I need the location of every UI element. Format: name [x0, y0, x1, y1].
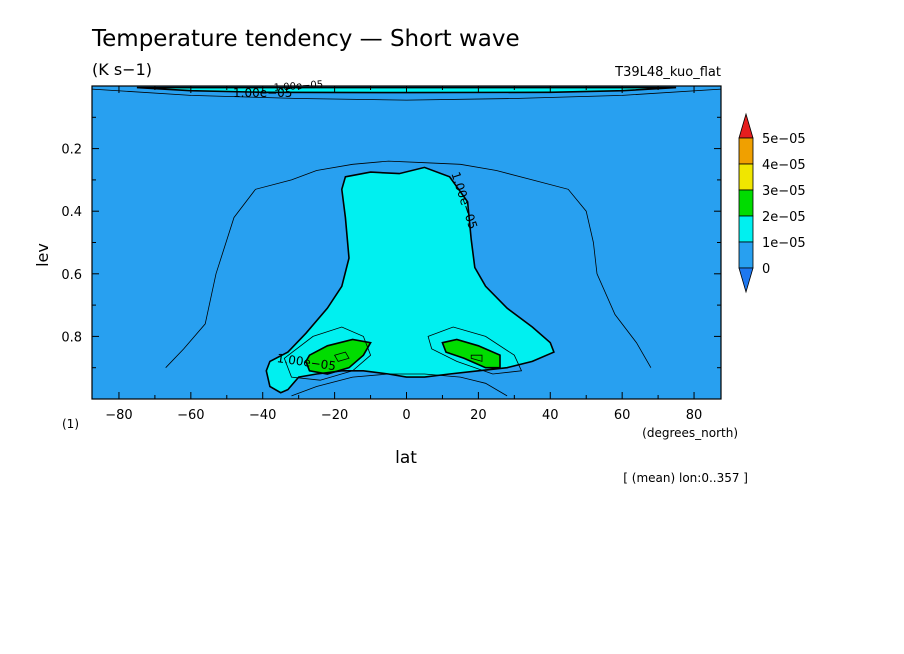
x-tick-label: −60	[177, 408, 204, 423]
contour-small-north	[470, 354, 483, 362]
colorbar-label: 1e−05	[762, 236, 806, 251]
region-band-2e-05-3e-05-south	[305, 339, 371, 374]
colorbar-arrow-bottom	[738, 267, 754, 294]
y-axis-label: lev	[33, 243, 52, 267]
axes: −80 −60 −40 −20 0 20 40 60 80 0.2 0.4 0.6 0.8	[61, 85, 722, 423]
x-tick-label: −40	[249, 408, 276, 423]
units-label: (K s−1)	[92, 60, 152, 79]
x-axis-label: lat	[395, 448, 417, 468]
contour-inner-south	[283, 326, 372, 381]
colorbar-label: 0	[762, 262, 770, 277]
contour-small-south	[333, 351, 350, 362]
run-label: T39L48_kuo_flat	[614, 65, 721, 80]
mean-note: [ (mean) lon:0..357 ]	[623, 471, 748, 485]
colorbar-label: 3e−05	[762, 184, 806, 199]
colorbar-label: 5e−05	[762, 132, 806, 147]
colorbar-label: 4e−05	[762, 158, 806, 173]
y-tick-label: 0.2	[61, 143, 82, 158]
x-tick-label: 80	[686, 408, 703, 423]
x-tick-label: 60	[614, 408, 631, 423]
x-tick-label: 0	[402, 408, 410, 423]
contour-edge-band-2e-05-3e-05-north	[441, 338, 501, 369]
colorbar-arrow-top	[738, 112, 754, 139]
colorbar-swatch	[738, 137, 754, 165]
y-tick-label: 0.6	[61, 268, 82, 283]
region-band-1e-05-2e-05-core	[266, 167, 554, 393]
colorbar-swatch	[738, 189, 754, 217]
x-tick-label: 40	[542, 408, 559, 423]
x-axis-units: (degrees_north)	[642, 426, 738, 440]
colorbar-swatch	[738, 163, 754, 191]
contour-inner-north	[427, 326, 523, 375]
contour-edge-band-1e-05-2e-05-core	[265, 166, 555, 394]
y-axis-units: (1)	[62, 417, 79, 431]
plot-area: 1.00e−051.00e−051.00e−051.00e−05	[92, 79, 721, 399]
y-tick-label: 0.8	[61, 330, 82, 345]
colorbar-label: 2e−05	[762, 210, 806, 225]
contour-edge-band-2e-05-3e-05-south	[305, 338, 372, 375]
colorbar: 0 1e−05 2e−05 3e−05 4e−05 5e−05	[738, 112, 806, 294]
contour-bottom-arc	[291, 373, 508, 397]
contour-top-arc	[92, 88, 721, 101]
x-tick-label: −20	[321, 408, 348, 423]
colorbar-swatch	[738, 241, 754, 269]
x-tick-label: 20	[470, 408, 487, 423]
colorbar-swatch	[738, 215, 754, 243]
y-tick-label: 0.4	[61, 205, 82, 220]
chart-title: Temperature tendency — Short wave	[91, 26, 520, 52]
x-tick-label: −80	[105, 408, 132, 423]
contour-outer-5e-06	[165, 160, 652, 368]
region-band-2e-05-3e-05-north	[442, 339, 500, 368]
